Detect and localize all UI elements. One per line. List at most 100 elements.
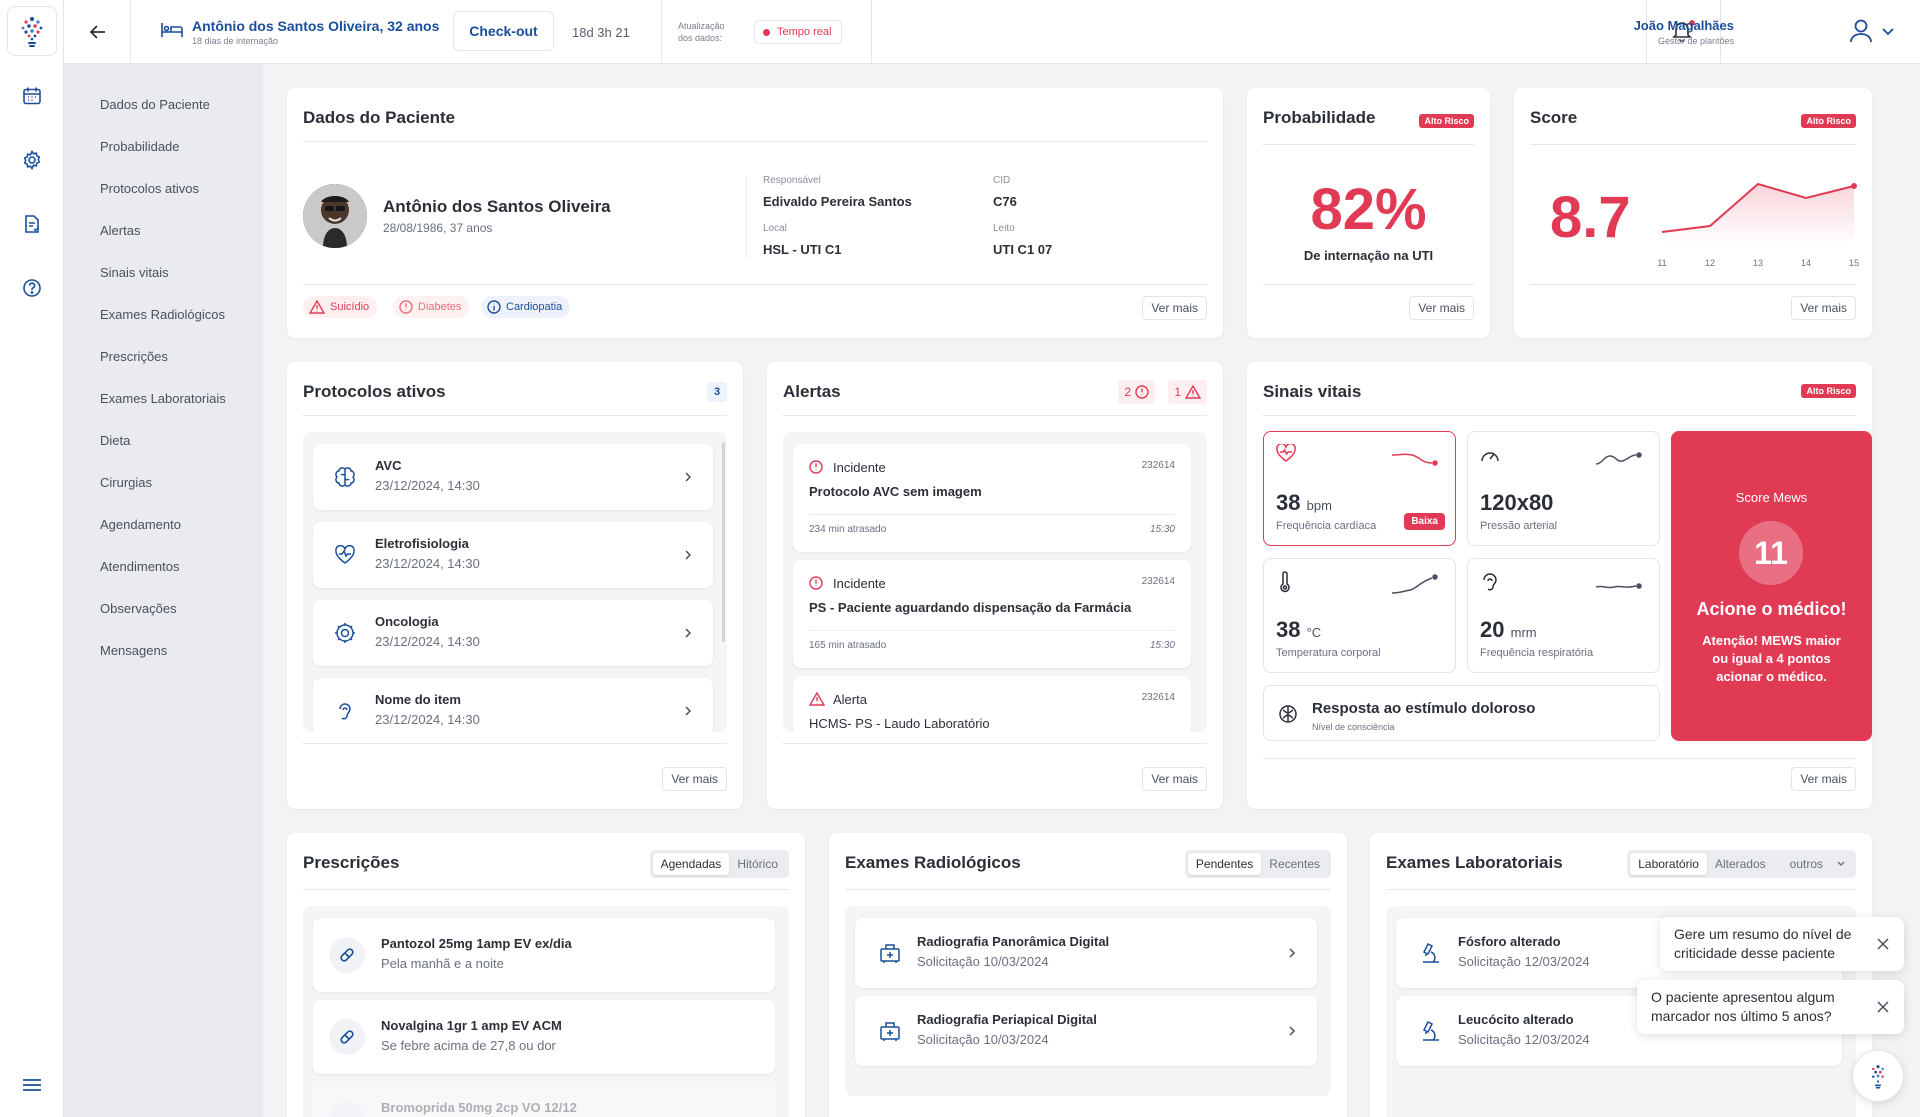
list-item[interactable]: Oncologia 23/12/2024, 14:30: [313, 600, 713, 666]
tag-diabetes-label: Diabetes: [418, 301, 462, 313]
menu-item-dados-paciente[interactable]: Dados do Paciente: [100, 97, 210, 112]
vitals-card: Sinais vitais Alto Risco 38 bpm Frequênc…: [1247, 362, 1872, 809]
hamburger-menu-icon[interactable]: [20, 1073, 44, 1097]
app-logo[interactable]: [7, 6, 57, 56]
assistant-button[interactable]: [1852, 1050, 1904, 1102]
patient-name: Antônio dos Santos Oliveira: [383, 197, 611, 216]
list-item[interactable]: Incidente 232614 PS - Paciente aguardand…: [793, 560, 1191, 668]
warning-triangle-icon: [809, 692, 825, 706]
mews-card[interactable]: Score Mews 11 Acione o médico! Atenção! …: [1671, 431, 1872, 741]
calendar-icon[interactable]: [20, 84, 44, 108]
tab-historico[interactable]: Hitórico: [737, 857, 778, 871]
menu-item-prescricoes[interactable]: Prescrições: [100, 349, 168, 364]
menu-item-mensagens[interactable]: Mensagens: [100, 643, 168, 658]
menu-item-sinais-vitais[interactable]: Sinais vitais: [100, 265, 169, 280]
menu-item-dieta[interactable]: Dieta: [100, 433, 131, 448]
lab-exam-date: Solicitação 12/03/2024: [1458, 954, 1590, 969]
checkout-button[interactable]: Check-out: [453, 11, 554, 51]
help-icon[interactable]: [20, 276, 44, 300]
temperature-card[interactable]: 38 °C Temperatura corporal: [1263, 558, 1456, 673]
assistant-suggestion[interactable]: Gere um resumo do nível de criticidade d…: [1660, 917, 1904, 971]
assistant-suggestion[interactable]: O paciente apresentou algum marcador nos…: [1637, 980, 1904, 1034]
bed-icon: [160, 21, 184, 42]
score-more-button[interactable]: Ver mais: [1791, 296, 1856, 320]
list-item[interactable]: Nome do item 23/12/2024, 14:30: [313, 678, 713, 732]
close-icon[interactable]: [1876, 1000, 1890, 1014]
alert-id: 232614: [1141, 460, 1175, 471]
tag-suicidio[interactable]: Suicídio: [303, 296, 378, 318]
incident-count-badge[interactable]: 2: [1118, 380, 1155, 404]
prescription-title: Bromoprida 50mg 2cp VO 12/12: [381, 1100, 577, 1115]
list-item[interactable]: Radiografia Panorâmica Digital Solicitaç…: [855, 918, 1317, 988]
pill-icon: [329, 1019, 365, 1055]
microscope-icon: [1422, 1020, 1439, 1041]
menu-item-protocolos[interactable]: Protocolos ativos: [100, 181, 199, 196]
list-item[interactable]: Alerta 232614 HCMS- PS - Laudo Laboratór…: [793, 676, 1191, 732]
protocol-date: 23/12/2024, 14:30: [375, 634, 480, 649]
tab-recentes[interactable]: Recentes: [1269, 857, 1320, 871]
probability-more-button[interactable]: Ver mais: [1409, 296, 1474, 320]
menu-item-probabilidade[interactable]: Probabilidade: [100, 139, 180, 154]
radiology-exam-title: Radiografia Panorâmica Digital: [917, 934, 1110, 949]
list-item[interactable]: Pantozol 25mg 1amp EV ex/dia Pela manhã …: [313, 918, 775, 992]
alerts-more-button[interactable]: Ver mais: [1142, 767, 1207, 791]
back-arrow-icon[interactable]: [86, 20, 110, 44]
menu-item-exames-radiologicos[interactable]: Exames Radiológicos: [100, 307, 226, 322]
alert-time: 15:30: [1149, 524, 1175, 535]
list-item[interactable]: AVC 23/12/2024, 14:30: [313, 444, 713, 510]
cid-value: C76: [993, 194, 1017, 209]
protocol-date: 23/12/2024, 14:30: [375, 712, 480, 727]
chevron-right-icon: [685, 706, 692, 716]
tab-outros[interactable]: outros: [1774, 853, 1853, 875]
menu-item-alertas[interactable]: Alertas: [100, 223, 141, 238]
stay-duration: 18d 3h 21: [572, 25, 630, 40]
blood-pressure-card[interactable]: 120x80 Pressão arterial: [1467, 431, 1660, 546]
tag-cardiopatia[interactable]: Cardiopatia: [481, 296, 571, 318]
list-item[interactable]: Novalgina 1gr 1 amp EV ACM Se febre acim…: [313, 1000, 775, 1074]
menu-item-cirurgias[interactable]: Cirurgias: [100, 475, 153, 490]
menu-item-exames-laboratoriais[interactable]: Exames Laboratoriais: [100, 391, 226, 406]
menu-item-agendamento[interactable]: Agendamento: [100, 517, 181, 532]
settings-icon[interactable]: [20, 148, 44, 172]
lab-exam-title: Fósforo alterado: [1458, 934, 1561, 949]
close-icon[interactable]: [1876, 937, 1890, 951]
heart-rate-card[interactable]: 38 bpm Frequência cardíaca Baixa: [1263, 431, 1456, 546]
tab-agendadas[interactable]: Agendadas: [652, 853, 730, 875]
protocols-more-button[interactable]: Ver mais: [662, 767, 727, 791]
icon-rail: [0, 0, 64, 1117]
lab-card: Exames Laboratoriais Laboratório Alterado…: [1370, 833, 1872, 1117]
protocol-date: 23/12/2024, 14:30: [375, 478, 480, 493]
menu-item-atendimentos[interactable]: Atendimentos: [100, 559, 180, 574]
list-item[interactable]: Eletrofisiologia 23/12/2024, 14:30: [313, 522, 713, 588]
tag-diabetes[interactable]: Diabetes: [393, 296, 470, 318]
scrollbar[interactable]: [722, 442, 725, 642]
patient-more-button[interactable]: Ver mais: [1142, 296, 1207, 320]
radiology-list: Radiografia Panorâmica Digital Solicitaç…: [845, 906, 1331, 1096]
respiratory-rate-card[interactable]: 20 mrm Frequência respiratória: [1467, 558, 1660, 673]
probability-value: 82%: [1310, 177, 1427, 242]
probability-title: Probabilidade: [1263, 108, 1376, 127]
user-icon[interactable]: [1850, 19, 1872, 46]
pain-response-card[interactable]: Resposta ao estímulo doloroso Nível de c…: [1263, 685, 1660, 741]
list-item[interactable]: Radiografia Periapical Digital Solicitaç…: [855, 996, 1317, 1066]
list-item[interactable]: Incidente 232614 Protocolo AVC sem image…: [793, 444, 1191, 552]
chevron-down-icon[interactable]: [1882, 24, 1894, 39]
tab-alterados[interactable]: Alterados: [1714, 857, 1766, 871]
list-item[interactable]: Bromoprida 50mg 2cp VO 12/12: [313, 1082, 775, 1117]
update-label: Atualização dos dados:: [678, 20, 725, 44]
vitals-more-button[interactable]: Ver mais: [1791, 767, 1856, 791]
radiology-exam-date: Solicitação 10/03/2024: [917, 1032, 1049, 1047]
incident-icon: [809, 576, 823, 590]
tab-laboratorio[interactable]: Laboratório: [1630, 853, 1707, 875]
user-name[interactable]: João Magalhães: [1633, 18, 1734, 33]
pill-icon: [329, 937, 365, 973]
document-icon[interactable]: [20, 212, 44, 236]
protocol-title: Oncologia: [375, 614, 439, 629]
notification-bell-icon[interactable]: [1672, 20, 1696, 44]
realtime-status[interactable]: Tempo real: [754, 20, 843, 44]
menu-item-observacoes[interactable]: Observações: [100, 601, 177, 616]
alert-count-badge[interactable]: 1: [1168, 380, 1207, 404]
chevron-right-icon: [685, 550, 692, 560]
info-circle-icon: [399, 300, 413, 314]
tab-pendentes[interactable]: Pendentes: [1187, 853, 1262, 875]
